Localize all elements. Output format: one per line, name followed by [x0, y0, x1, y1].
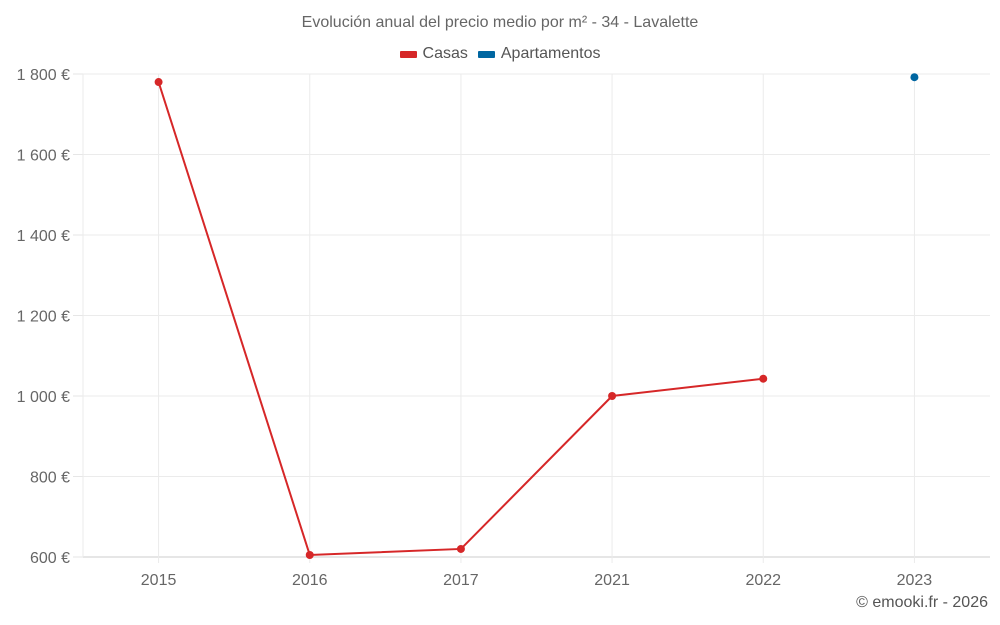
x-axis: 2015 2016 2017 2021 2022 2023 — [141, 572, 933, 589]
data-point-casas[interactable] — [154, 78, 163, 87]
legend-item-apartamentos[interactable]: Apartamentos — [477, 45, 601, 63]
legend-swatch-casas — [399, 50, 417, 58]
y-tick-label: 1 800 € — [17, 67, 70, 84]
y-tick-label: 800 € — [30, 470, 70, 487]
x-tick-label: 2023 — [897, 572, 933, 589]
legend-label-casas: Casas — [422, 45, 468, 62]
data-point-apartamentos[interactable] — [910, 73, 919, 82]
data-point-casas[interactable] — [456, 544, 465, 553]
credit-text: © emooki.fr - 2026 — [856, 594, 988, 611]
y-tick-label: 1 600 € — [17, 148, 70, 165]
chart-title: Evolución anual del precio medio por m² … — [301, 14, 699, 31]
legend-swatch-apartamentos — [477, 50, 495, 58]
legend-label-apartamentos: Apartamentos — [500, 45, 601, 62]
x-tick-label: 2016 — [292, 572, 328, 589]
y-axis: 600 € 800 € 1 000 € 1 200 € 1 400 € 1 600 € 1 … — [17, 67, 70, 567]
x-tick-label: 2017 — [443, 572, 479, 589]
x-tick-label: 2022 — [745, 572, 781, 589]
x-tick-label: 2015 — [141, 572, 177, 589]
data-series — [154, 73, 919, 559]
y-tick-label: 600 € — [30, 550, 70, 567]
y-tick-label: 1 400 € — [17, 228, 70, 245]
y-tick-label: 1 000 € — [17, 389, 70, 406]
data-point-casas[interactable] — [759, 374, 768, 383]
chart-legend: Casas Apartamentos — [0, 45, 1000, 63]
data-point-casas[interactable] — [305, 550, 314, 559]
x-tick-label: 2021 — [594, 572, 630, 589]
y-tick-label: 1 200 € — [17, 309, 70, 326]
gridlines — [73, 73, 990, 563]
legend-item-casas[interactable]: Casas — [399, 45, 468, 63]
data-point-casas[interactable] — [608, 392, 617, 400]
